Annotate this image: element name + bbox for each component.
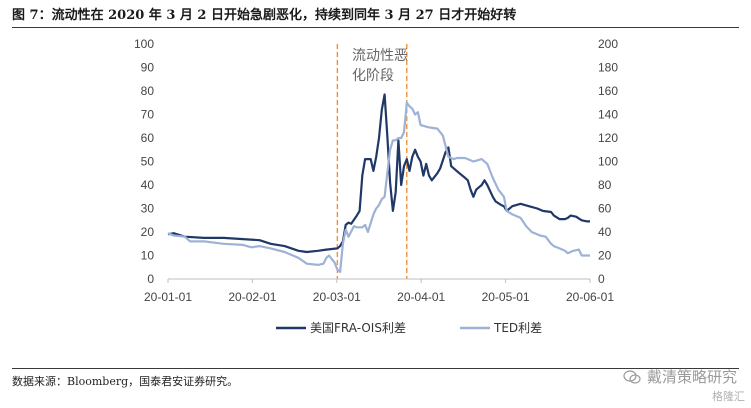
series-group [167, 93, 590, 273]
x-tick-label: 20-05-01 [482, 290, 530, 304]
y-right-tick-label: 40 [598, 225, 612, 239]
y-right-tick-label: 20 [598, 249, 612, 263]
annotation-text: 化阶段 [352, 68, 394, 84]
y-right-tick-label: 160 [598, 84, 618, 98]
y-left-tick-label: 30 [141, 202, 155, 216]
y-left-tick-label: 40 [141, 178, 155, 192]
x-tick-label: 20-03-01 [313, 290, 361, 304]
legend-label: 美国FRA-OIS利差 [310, 321, 406, 335]
y-left-tick-label: 90 [141, 61, 155, 75]
y-left-tick-label: 20 [141, 225, 155, 239]
y-right-tick-label: 60 [598, 202, 612, 216]
axes: 0 10 20 30 40 50 60 70 80 90 100 0 20 40 60 80 100 120 140… [134, 37, 618, 304]
y-left-tick-label: 0 [147, 272, 154, 286]
watermark-sub: 格隆汇 [712, 390, 745, 403]
event-lines [336, 44, 408, 279]
y-left-tick-label: 70 [141, 108, 155, 122]
x-tick-label: 20-06-01 [566, 290, 614, 304]
y-right-tick-label: 180 [598, 61, 618, 75]
y-right-tick-label: 0 [598, 272, 605, 286]
x-tick-label: 20-04-01 [397, 290, 445, 304]
fra-ois-line [167, 93, 590, 254]
legend-label: TED利差 [493, 321, 542, 335]
wechat-icon [623, 369, 641, 384]
y-right-tick-label: 100 [598, 155, 618, 169]
y-left-tick-label: 100 [134, 37, 154, 51]
x-tick-label: 20-01-01 [144, 290, 192, 304]
y-right-tick-label: 200 [598, 37, 618, 51]
watermark: 戴清策略研究 [623, 366, 737, 387]
y-left-tick-label: 10 [141, 249, 155, 263]
y-right-tick-label: 80 [598, 178, 612, 192]
figure-title: 图 7：流动性在 2020 年 3 月 2 日开始急剧恶化，持续到同年 3 月 … [12, 8, 517, 23]
watermark-text: 戴清策略研究 [646, 368, 737, 386]
data-source: 数据来源：Bloomberg，国泰君安证券研究。 [12, 375, 239, 388]
legend: 美国FRA-OIS利差 TED利差 [276, 321, 542, 335]
title-rule [12, 27, 739, 28]
x-tick-label: 20-02-01 [228, 290, 276, 304]
y-right-tick-label: 140 [598, 108, 618, 122]
annotation-text: 流动性恶 [352, 48, 408, 64]
y-left-tick-label: 50 [141, 155, 155, 169]
y-left-tick-label: 60 [141, 131, 155, 145]
ted-spread-line [167, 101, 590, 273]
y-right-tick-label: 120 [598, 131, 618, 145]
source-rule [12, 368, 739, 369]
line-chart: 0 10 20 30 40 50 60 70 80 90 100 0 20 40 60 80 100 120 140… [134, 37, 618, 335]
y-left-tick-label: 80 [141, 84, 155, 98]
